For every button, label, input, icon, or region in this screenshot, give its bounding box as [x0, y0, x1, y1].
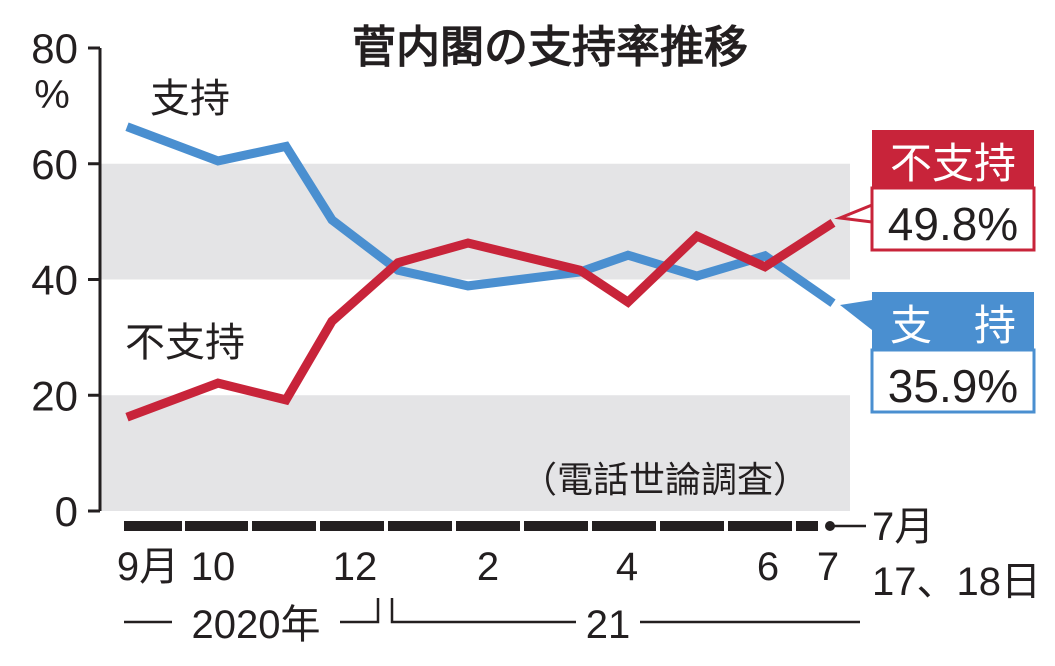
- x-tick-jul: 7: [817, 545, 839, 589]
- callout-support-value: 35.9%: [888, 360, 1018, 412]
- year-label-2020: 2020年: [192, 603, 321, 647]
- y-tick-label: 60: [31, 141, 78, 188]
- month-segment: [796, 521, 818, 531]
- series-label-nonsupport: 不支持: [125, 321, 245, 365]
- callout-support: 支 持 35.9%: [840, 292, 1034, 412]
- month-segment: [185, 521, 248, 531]
- y-tick-label: 20: [31, 372, 78, 419]
- x-tick-apr: 4: [616, 545, 638, 589]
- x-tick-dec: 12: [333, 545, 378, 589]
- month-segment: [456, 521, 520, 531]
- month-segment: [124, 521, 182, 531]
- x-tick-feb: 2: [477, 545, 499, 589]
- month-segment: [320, 521, 384, 531]
- series-label-support: 支持: [150, 77, 230, 121]
- y-unit-label: %: [34, 73, 70, 117]
- y-tick-label: 80: [31, 25, 78, 72]
- x-end-month: 7月: [872, 505, 934, 549]
- x-tick-oct: 10: [191, 545, 236, 589]
- month-segment: [728, 521, 792, 531]
- month-segment: [592, 521, 656, 531]
- callout-nonsupport: 不支持 49.8%: [840, 130, 1034, 250]
- month-segment: [388, 521, 452, 531]
- survey-note: （電話世論調査）: [521, 459, 809, 500]
- month-segment: [524, 521, 588, 531]
- callout-nonsupport-value: 49.8%: [888, 198, 1018, 250]
- x-tick-sep: 9月: [117, 545, 179, 589]
- y-tick-label: 0: [55, 488, 78, 535]
- chart-title: 菅内閣の支持率推移: [352, 23, 748, 72]
- year-label-2021: 21: [586, 603, 631, 647]
- callout-support-label: 支 持: [890, 302, 1016, 349]
- month-segment: [252, 521, 316, 531]
- x-tick-jun: 6: [757, 545, 779, 589]
- x-end-days: 17、18日: [872, 560, 1041, 604]
- month-segment: [660, 521, 724, 531]
- month-timeline: [124, 521, 866, 531]
- callout-nonsupport-label: 不支持: [890, 140, 1016, 187]
- y-tick-label: 40: [31, 257, 78, 304]
